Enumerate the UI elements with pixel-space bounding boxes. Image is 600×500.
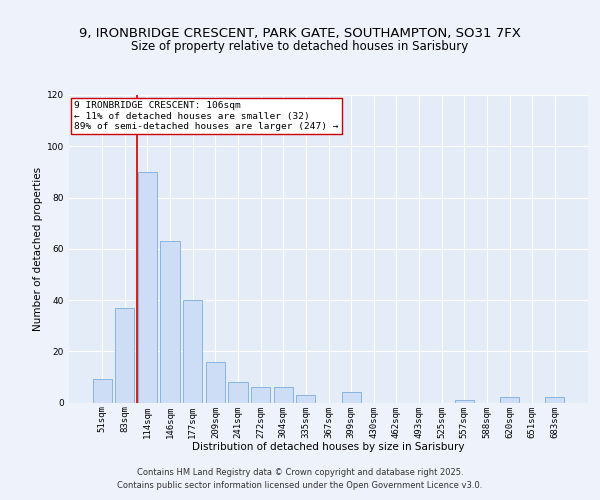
- Text: Contains public sector information licensed under the Open Government Licence v3: Contains public sector information licen…: [118, 480, 482, 490]
- Bar: [251, 387, 270, 402]
- Text: 9, IRONBRIDGE CRESCENT, PARK GATE, SOUTHAMPTON, SO31 7FX: 9, IRONBRIDGE CRESCENT, PARK GATE, SOUTH…: [79, 28, 521, 40]
- Bar: [206, 362, 225, 403]
- Bar: [115, 308, 134, 402]
- Bar: [229, 382, 248, 402]
- Text: 9 IRONBRIDGE CRESCENT: 106sqm
← 11% of detached houses are smaller (32)
89% of s: 9 IRONBRIDGE CRESCENT: 106sqm ← 11% of d…: [74, 101, 338, 131]
- Bar: [545, 398, 565, 402]
- Bar: [92, 380, 112, 402]
- Bar: [274, 387, 293, 402]
- Bar: [455, 400, 474, 402]
- Bar: [183, 300, 202, 402]
- X-axis label: Distribution of detached houses by size in Sarisbury: Distribution of detached houses by size …: [192, 442, 465, 452]
- Y-axis label: Number of detached properties: Number of detached properties: [33, 166, 43, 331]
- Bar: [138, 172, 157, 402]
- Bar: [296, 395, 316, 402]
- Bar: [160, 241, 180, 402]
- Text: Contains HM Land Registry data © Crown copyright and database right 2025.: Contains HM Land Registry data © Crown c…: [137, 468, 463, 477]
- Bar: [500, 398, 519, 402]
- Text: Size of property relative to detached houses in Sarisbury: Size of property relative to detached ho…: [131, 40, 469, 53]
- Bar: [341, 392, 361, 402]
